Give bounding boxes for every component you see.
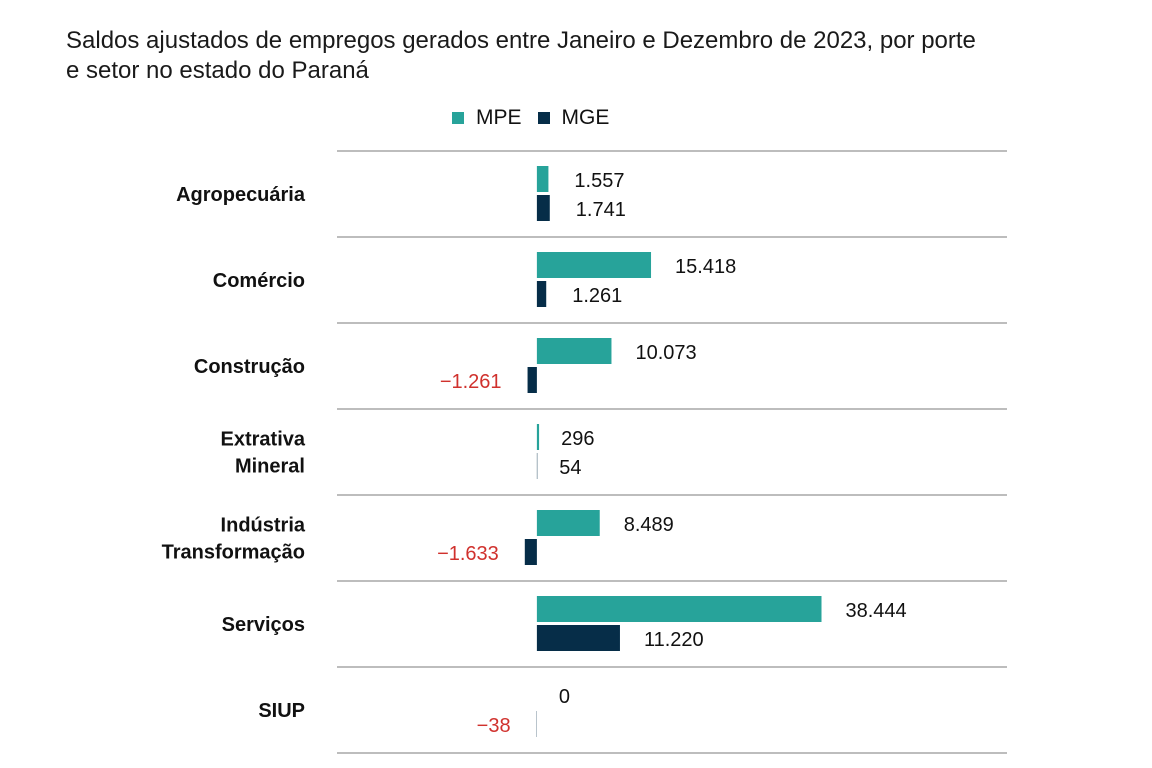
- data-label-mge: 1.741: [576, 199, 626, 221]
- legend-item-mpe: MPE: [452, 106, 522, 130]
- category-label: Comércio: [213, 270, 305, 292]
- legend-swatch-mpe: [452, 112, 464, 124]
- category-label: Extrativa Mineral: [221, 429, 306, 478]
- category-label: Indústria Transformação: [162, 515, 306, 564]
- bar-mpe: [536, 338, 612, 364]
- data-label-mpe: 38.444: [846, 600, 907, 622]
- chart-title: Saldos ajustados de empregos gerados ent…: [66, 27, 976, 84]
- data-label-mpe: 8.489: [624, 514, 674, 536]
- data-label-mpe: 10.073: [635, 342, 696, 364]
- category-label: SIUP: [258, 700, 305, 722]
- data-label-mge: 1.261: [572, 285, 622, 307]
- legend-label-mge: MGE: [561, 106, 610, 129]
- legend-swatch-mge: [537, 112, 550, 124]
- bar-mpe: [536, 166, 549, 192]
- data-label-mpe: 1.557: [574, 170, 624, 192]
- bar-mge: [527, 367, 537, 393]
- category-label: Agropecuária: [176, 184, 306, 206]
- data-label-mge: 54: [559, 457, 581, 479]
- category-label: Serviços: [222, 614, 305, 636]
- bar-mge: [536, 195, 550, 221]
- legend: MPE MGE: [452, 106, 625, 130]
- bar-mpe: [536, 424, 540, 450]
- data-label-mpe: 296: [561, 428, 594, 450]
- bar-mpe: [536, 510, 600, 536]
- data-label-mge: −1.261: [440, 371, 502, 393]
- bar-mpe: [536, 252, 652, 278]
- data-label-mge: 11.220: [644, 629, 704, 651]
- data-label-mpe: 15.418: [675, 256, 736, 278]
- bar-mge: [524, 539, 537, 565]
- data-label-mpe: 0: [559, 686, 570, 708]
- bar-mpe: [536, 596, 822, 622]
- data-label-mge: −38: [477, 715, 511, 737]
- data-label-mge: −1.633: [437, 543, 499, 565]
- legend-label-mpe: MPE: [476, 106, 522, 129]
- legend-item-mge: MGE: [537, 106, 610, 130]
- bar-mge: [536, 281, 547, 307]
- bar-mge: [536, 625, 620, 651]
- category-label: Construção: [194, 356, 305, 378]
